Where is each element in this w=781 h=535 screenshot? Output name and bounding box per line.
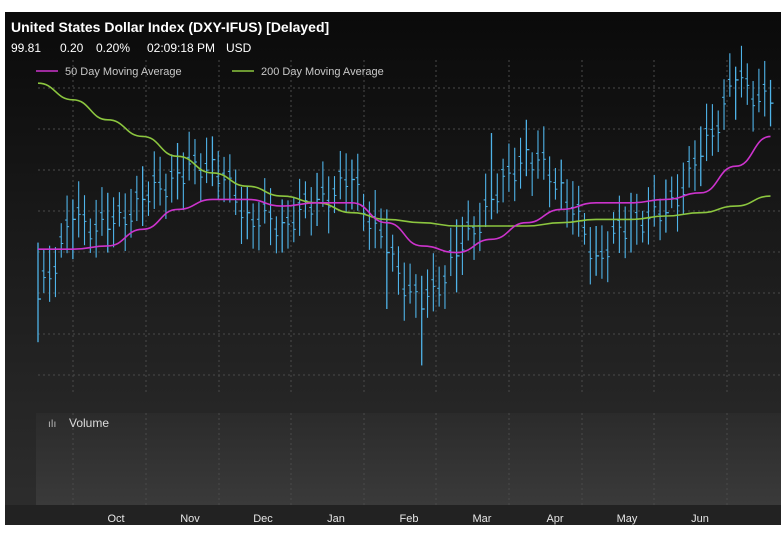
x-tick-label: Jun — [691, 513, 709, 525]
x-tick-label: Feb — [400, 513, 419, 525]
series-layer — [37, 45, 774, 366]
x-tick-label: Mar — [473, 513, 492, 525]
legend-label-ma50: 50 Day Moving Average — [65, 66, 182, 78]
series-line-ma50 — [38, 135, 771, 254]
volume-label: Volume — [69, 416, 109, 430]
quote-line: 99.81 0.20 0.20% 02:09:18 PM USD — [11, 41, 252, 55]
quote-currency: USD — [226, 41, 252, 55]
x-tick-label: Apr — [546, 513, 563, 525]
series-line-ma200 — [37, 82, 771, 227]
x-axis-strip — [5, 505, 781, 525]
quote-last: 99.81 — [11, 41, 41, 55]
x-axis: Oct Nov Dec Jan Feb Mar Apr May Jun — [107, 513, 708, 525]
legend-label-ma200: 200 Day Moving Average — [261, 66, 384, 78]
quote-time: 02:09:18 PM — [147, 41, 215, 55]
quote-change: 0.20 — [60, 41, 84, 55]
quote-change-pct: 0.20% — [96, 41, 130, 55]
price-bars — [37, 45, 774, 366]
x-tick-label: May — [617, 513, 638, 525]
chart-title: United States Dollar Index (DXY-IFUS) [D… — [11, 19, 329, 35]
x-tick-label: Nov — [180, 513, 200, 525]
volume-icon: ılı — [48, 419, 56, 430]
x-tick-label: Jan — [327, 513, 345, 525]
x-tick-label: Oct — [107, 513, 124, 525]
volume-panel-background — [36, 413, 781, 505]
x-tick-label: Dec — [253, 513, 273, 525]
